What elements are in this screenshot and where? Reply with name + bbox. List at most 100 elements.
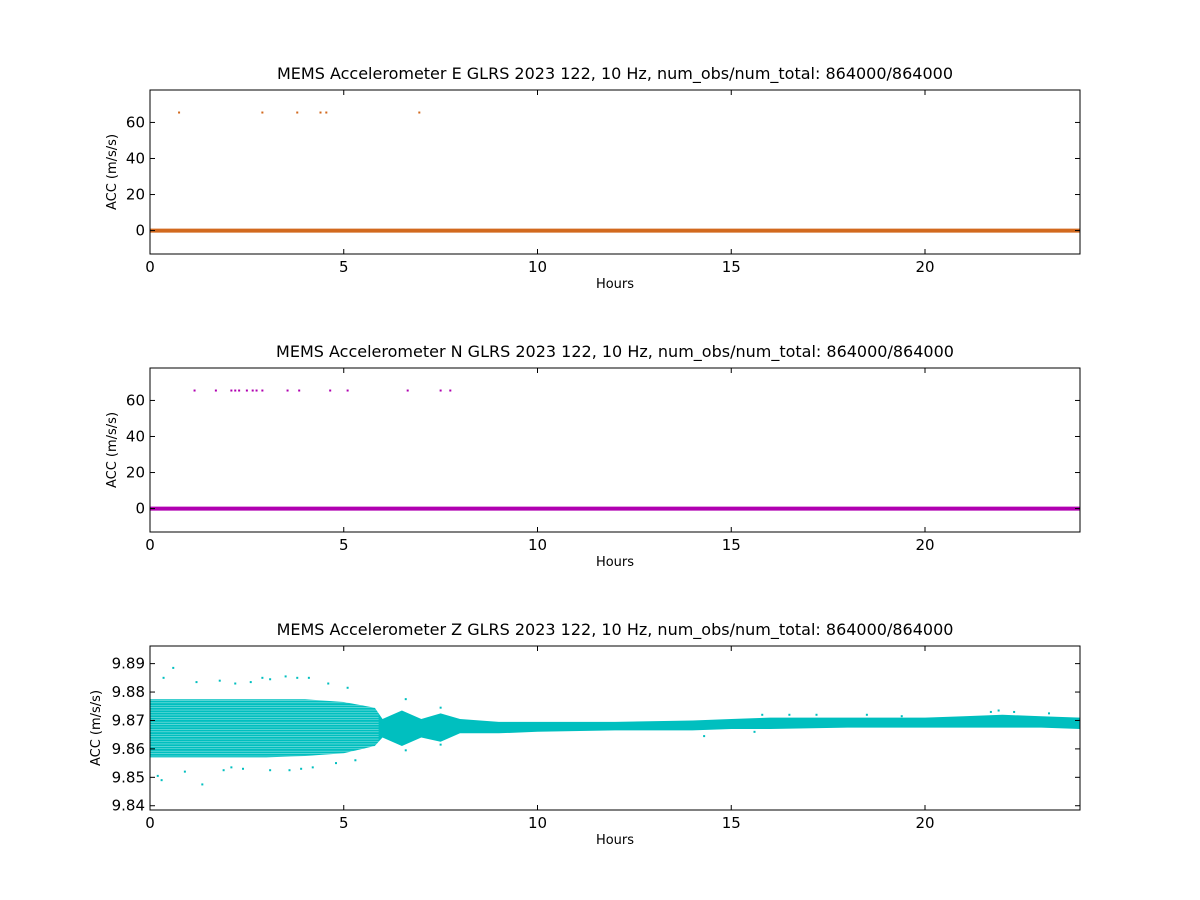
data-point (230, 766, 233, 769)
data-point (284, 675, 287, 678)
data-point (255, 389, 258, 392)
data-point (160, 779, 163, 782)
data-point (335, 762, 337, 765)
chart-n-svg: MEMS Accelerometer N GLRS 2023 122, 10 H… (105, 342, 1081, 570)
x-tick-label: 20 (915, 258, 934, 276)
data-point (307, 676, 310, 679)
data-point (238, 389, 241, 392)
x-tick-label: 15 (722, 814, 741, 832)
data-point (261, 389, 264, 392)
chart-e-svg: MEMS Accelerometer E GLRS 2023 122, 10 H… (105, 64, 1081, 292)
data-point (218, 679, 221, 682)
chart-title: MEMS Accelerometer N GLRS 2023 122, 10 H… (276, 342, 954, 362)
x-tick-label: 20 (915, 536, 934, 554)
data-point (245, 389, 248, 392)
x-tick-label: 10 (528, 536, 547, 554)
y-axis-label: ACC (m/s/s) (105, 412, 120, 488)
data-point (815, 713, 818, 716)
y-tick-label: 0 (135, 222, 145, 240)
y-tick-label: 60 (126, 391, 145, 409)
axes-frame (149, 89, 1081, 255)
chart-title: MEMS Accelerometer Z GLRS 2023 122, 10 H… (277, 620, 954, 640)
data-point (346, 686, 349, 689)
data-point (319, 111, 322, 114)
y-axis-label: ACC (m/s/s) (89, 690, 104, 766)
data-point (406, 389, 409, 392)
y-tick-label: 9.85 (112, 768, 145, 786)
chart-title: MEMS Accelerometer E GLRS 2023 122, 10 H… (277, 64, 953, 84)
chart-z-svg: MEMS Accelerometer Z GLRS 2023 122, 10 H… (89, 620, 1081, 848)
data-point (761, 713, 764, 716)
data-point (404, 698, 407, 701)
x-tick-label: 5 (339, 814, 349, 832)
x-axis-label: Hours (596, 277, 634, 292)
data-point (156, 774, 159, 777)
data-point (900, 715, 903, 718)
data-point (234, 389, 237, 392)
data-point (997, 709, 1000, 712)
y-tick-label: 0 (135, 500, 145, 518)
y-tick-label: 9.89 (112, 655, 145, 673)
data-point (222, 769, 225, 772)
x-tick-label: 5 (339, 258, 349, 276)
quantization-stripes (150, 700, 379, 757)
y-tick-label: 40 (126, 427, 145, 445)
data-point (296, 676, 299, 679)
data-point (286, 389, 289, 392)
data-point (439, 389, 442, 392)
data-point (329, 389, 332, 392)
y-tick-label: 20 (126, 464, 145, 482)
data-point (753, 730, 756, 733)
x-axis-label: Hours (596, 555, 634, 570)
data-point (439, 743, 442, 746)
data-point (172, 666, 175, 669)
data-point (201, 783, 204, 786)
x-tick-label: 0 (145, 536, 155, 554)
data-point (269, 678, 272, 681)
x-tick-label: 20 (915, 814, 934, 832)
data-point (1048, 712, 1050, 715)
chart-panel-n: MEMS Accelerometer N GLRS 2023 122, 10 H… (0, 278, 1200, 578)
x-tick-label: 10 (528, 814, 547, 832)
data-point (261, 676, 264, 679)
data-point (162, 676, 165, 679)
data-point (449, 389, 452, 392)
data-point (703, 735, 706, 738)
data-point (354, 759, 357, 762)
data-point (300, 767, 303, 770)
data-envelope (150, 699, 1080, 758)
data-point (865, 713, 868, 716)
data-point (183, 770, 186, 773)
chart-panel-e: MEMS Accelerometer E GLRS 2023 122, 10 H… (0, 0, 1200, 300)
data-point (288, 769, 291, 772)
data-point (989, 710, 992, 713)
data-point (327, 682, 330, 685)
y-axis-label: ACC (m/s/s) (105, 134, 120, 210)
data-point (298, 389, 301, 392)
data-point (249, 681, 252, 684)
y-tick-label: 20 (126, 186, 145, 204)
plot-area (150, 111, 1080, 233)
y-tick-label: 9.84 (112, 797, 145, 815)
data-point (788, 713, 791, 716)
data-point (1013, 710, 1016, 713)
y-tick-label: 60 (126, 113, 145, 131)
x-tick-label: 10 (528, 258, 547, 276)
x-tick-label: 0 (145, 258, 155, 276)
x-axis-label: Hours (596, 833, 634, 848)
x-tick-label: 5 (339, 536, 349, 554)
x-tick-label: 0 (145, 814, 155, 832)
x-tick-label: 15 (722, 258, 741, 276)
y-tick-label: 40 (126, 149, 145, 167)
data-point (242, 767, 244, 770)
data-point (195, 681, 198, 684)
x-tick-label: 15 (722, 536, 741, 554)
data-point (234, 682, 237, 685)
y-tick-label: 9.87 (112, 711, 145, 729)
data-point (261, 111, 264, 114)
data-point (325, 111, 328, 114)
data-point (439, 706, 442, 709)
data-point (214, 389, 217, 392)
axes-frame (149, 645, 1081, 811)
data-point (404, 749, 407, 752)
